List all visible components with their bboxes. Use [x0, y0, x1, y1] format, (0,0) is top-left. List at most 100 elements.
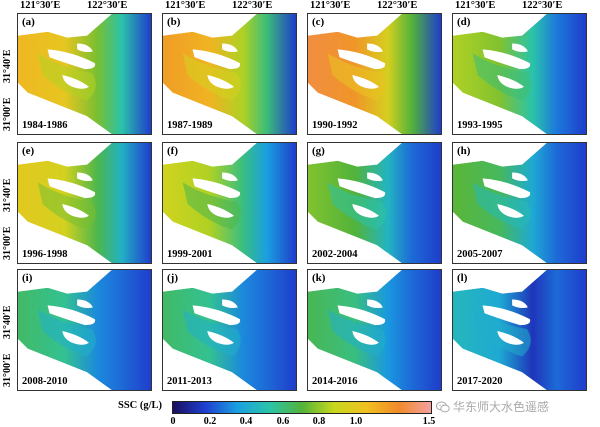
- island: [47, 49, 96, 70]
- island: [77, 43, 93, 53]
- island: [192, 178, 241, 199]
- panel-years: 1993-1995: [457, 120, 503, 131]
- ssc-map: [18, 14, 151, 134]
- lat-label: 31°40′E: [2, 49, 13, 83]
- map-panel: (e) 1996-1998: [17, 142, 152, 264]
- panel-letter: (c): [312, 16, 325, 28]
- island: [207, 74, 234, 89]
- ssc-map: [18, 270, 151, 390]
- ssc-map: [308, 270, 441, 390]
- colorbar-label: SSC (g/L): [118, 400, 163, 411]
- island: [497, 74, 524, 89]
- panel-letter: (d): [457, 16, 471, 28]
- island: [482, 49, 531, 70]
- island: [367, 299, 383, 309]
- lon-label: 121°30′E: [455, 0, 496, 11]
- panel-letter: (f): [167, 145, 178, 157]
- panel-years: 2011-2013: [167, 376, 212, 387]
- panel-letter: (a): [22, 16, 35, 28]
- panel-years: 2017-2020: [457, 376, 503, 387]
- ssc-map: [453, 14, 586, 134]
- island: [192, 305, 241, 326]
- land-mass: [308, 143, 402, 167]
- ssc-map: [163, 143, 296, 263]
- panel-letter: (h): [457, 145, 471, 157]
- watermark-text: 华东师大水色遥感: [453, 400, 550, 414]
- land-mass: [18, 14, 112, 38]
- island: [192, 49, 241, 70]
- colorbar-tick: 0.8: [312, 416, 326, 427]
- island: [482, 305, 531, 326]
- map-panel: (a) 1984-1986: [17, 13, 152, 135]
- lon-label: 122°30′E: [87, 0, 128, 11]
- land-mass: [453, 92, 547, 134]
- land-mass: [308, 270, 402, 294]
- island: [222, 43, 238, 53]
- map-panel: (i) 2008-2010: [17, 269, 152, 391]
- map-panel: (d) 1993-1995: [452, 13, 587, 135]
- island: [512, 43, 528, 53]
- land-mass: [18, 92, 112, 134]
- island: [77, 299, 93, 309]
- island: [207, 330, 234, 345]
- colorbar-tick: 0.2: [203, 416, 217, 427]
- island: [207, 203, 234, 218]
- ssc-map: [308, 143, 441, 263]
- land-mass: [163, 348, 257, 390]
- lat-label: 31°00′E: [2, 97, 13, 131]
- lat-label: 31°00′E: [2, 353, 13, 387]
- map-panel: (l) 2017-2020: [452, 269, 587, 391]
- island: [62, 330, 89, 345]
- island: [497, 330, 524, 345]
- lat-label: 31°40′E: [2, 178, 13, 212]
- lon-label: 122°30′E: [232, 0, 273, 11]
- lon-label: 121°30′E: [165, 0, 206, 11]
- wechat-icon: [436, 401, 450, 412]
- land-mass: [18, 270, 112, 294]
- island: [367, 172, 383, 182]
- colorbar-tick: 1.0: [349, 416, 363, 427]
- map-panel: (b) 1987-1989: [162, 13, 297, 135]
- island: [337, 305, 386, 326]
- ssc-map: [453, 270, 586, 390]
- lon-label: 121°30′E: [310, 0, 351, 11]
- panel-years: 2008-2010: [22, 376, 68, 387]
- island: [337, 178, 386, 199]
- panel-years: 1987-1989: [167, 120, 213, 131]
- lon-label: 122°30′E: [522, 0, 563, 11]
- island: [512, 299, 528, 309]
- panel-letter: (j): [167, 272, 178, 284]
- ssc-map: [18, 143, 151, 263]
- panel-letter: (i): [22, 272, 33, 284]
- colorbar-tick: 0.4: [239, 416, 253, 427]
- island: [222, 172, 238, 182]
- island: [47, 305, 96, 326]
- colorbar-tick: 1.5: [422, 416, 436, 427]
- ssc-map: [308, 14, 441, 134]
- panel-letter: (g): [312, 145, 325, 157]
- island: [367, 43, 383, 53]
- map-panel: (h) 2005-2007: [452, 142, 587, 264]
- ssc-map: [163, 270, 296, 390]
- island: [512, 172, 528, 182]
- watermark: 华东师大水色遥感: [436, 398, 549, 415]
- panel-years: 1984-1986: [22, 120, 68, 131]
- island: [352, 74, 379, 89]
- island: [482, 178, 531, 199]
- island: [47, 178, 96, 199]
- land-mass: [163, 143, 257, 167]
- island: [62, 74, 89, 89]
- land-mass: [163, 221, 257, 263]
- land-mass: [453, 143, 547, 167]
- land-mass: [453, 348, 547, 390]
- lon-label: 122°30′E: [377, 0, 418, 11]
- land-mass: [18, 221, 112, 263]
- panel-letter: (k): [312, 272, 326, 284]
- lon-label: 121°30′E: [20, 0, 61, 11]
- land-mass: [453, 221, 547, 263]
- land-mass: [308, 348, 402, 390]
- panel-letter: (b): [167, 16, 181, 28]
- island: [497, 203, 524, 218]
- panel-letter: (l): [457, 272, 468, 284]
- land-mass: [453, 14, 547, 38]
